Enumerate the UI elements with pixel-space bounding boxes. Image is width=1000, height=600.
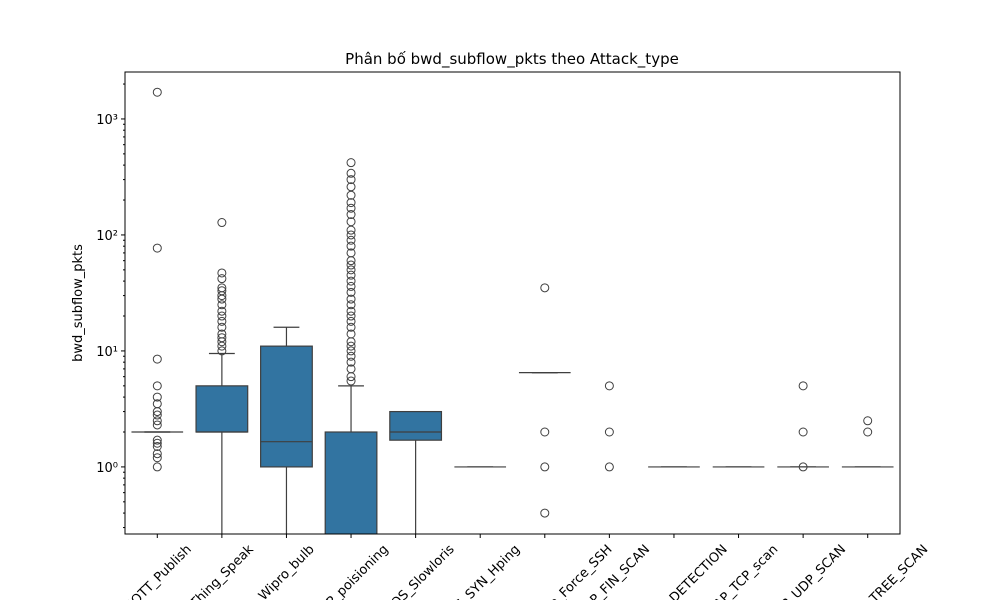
outlier [540,427,550,437]
outlier [217,306,227,316]
outlier [217,268,227,278]
outlier [217,300,227,310]
outlier [346,225,356,235]
outlier [540,283,550,293]
outlier [217,333,227,343]
outlier [798,427,808,437]
outlier [346,210,356,220]
outlier [217,346,227,356]
outlier [152,354,162,364]
outlier [346,190,356,200]
outlier [346,364,356,374]
outlier [152,441,162,451]
box [195,385,249,433]
outlier [346,306,356,316]
outlier [217,286,227,296]
outlier [217,322,227,332]
outlier [217,274,227,284]
outlier [346,198,356,208]
outlier [152,407,162,417]
outlier [604,427,614,437]
x-tick-label: Wipro_bulb [256,542,318,600]
outlier [152,462,162,472]
x-tick-label: Thing_Speak [187,542,257,600]
outlier [346,311,356,321]
outlier [217,311,227,321]
outlier [346,168,356,178]
outlier [346,287,356,297]
outlier [346,265,356,275]
outlier [540,462,550,472]
outlier [152,438,162,448]
outlier [346,322,356,332]
outlier [346,270,356,280]
outlier [346,376,356,386]
outlier [152,435,162,445]
chart-title: Phân bố bwd_subflow_pkts theo Attack_typ… [345,50,679,69]
outlier [152,381,162,391]
box [324,431,378,534]
outlier [346,316,356,326]
outlier [540,508,550,518]
outlier [217,283,227,293]
outlier [346,300,356,310]
outlier [346,357,356,367]
outlier [217,218,227,228]
outlier [863,416,873,426]
y-tick-label: 10⁰ [96,461,118,476]
box [260,345,313,468]
outlier [152,392,162,402]
outlier [346,241,356,251]
outlier [604,381,614,391]
outlier [152,449,162,459]
outlier [346,329,356,339]
outlier [152,410,162,420]
outlier [346,260,356,270]
x-tick-label: ARP_poisioning [311,542,391,600]
outlier [346,346,356,356]
outlier [346,175,356,185]
outlier [217,329,227,339]
outlier [863,427,873,437]
outlier [346,281,356,291]
outlier [152,453,162,463]
outlier [217,316,227,326]
outlier [152,87,162,97]
outlier [346,158,356,168]
outlier [798,462,808,472]
outlier [346,235,356,245]
y-axis-label: bwd_subflow_pkts [71,244,86,362]
outlier [346,294,356,304]
outlier [346,230,356,240]
outlier [604,462,614,472]
outlier [346,217,356,227]
x-tick-label: MQTT_Publish [121,542,195,600]
outlier [346,351,356,361]
outlier [152,243,162,253]
outlier [152,420,162,430]
outlier [346,203,356,213]
box [389,410,443,441]
outlier [346,341,356,351]
axes-frame [124,71,901,535]
outlier [346,276,356,286]
y-tick-label: 10¹ [96,345,118,360]
y-tick-label: 10³ [96,113,118,128]
outlier [346,248,356,258]
outlier [798,381,808,391]
y-tick-label: 10² [96,229,118,244]
outlier [346,182,356,192]
outlier [152,416,162,426]
